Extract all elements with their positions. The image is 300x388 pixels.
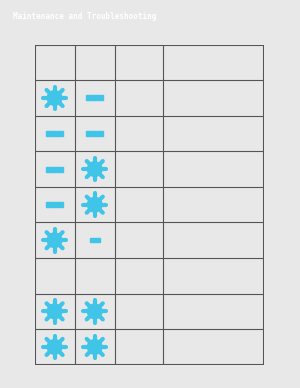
Text: Maintenance and Troubleshooting: Maintenance and Troubleshooting	[13, 12, 157, 21]
Bar	[90, 238, 100, 242]
Ellipse shape	[47, 340, 62, 354]
Ellipse shape	[47, 91, 62, 105]
Ellipse shape	[87, 304, 102, 319]
Bar	[46, 166, 63, 171]
Bar	[46, 202, 63, 207]
Bar	[86, 95, 103, 100]
Ellipse shape	[47, 304, 62, 319]
Ellipse shape	[87, 162, 102, 177]
Ellipse shape	[87, 197, 102, 212]
Bar	[46, 131, 63, 136]
Ellipse shape	[87, 340, 102, 354]
Ellipse shape	[47, 233, 62, 248]
Bar	[86, 131, 103, 136]
